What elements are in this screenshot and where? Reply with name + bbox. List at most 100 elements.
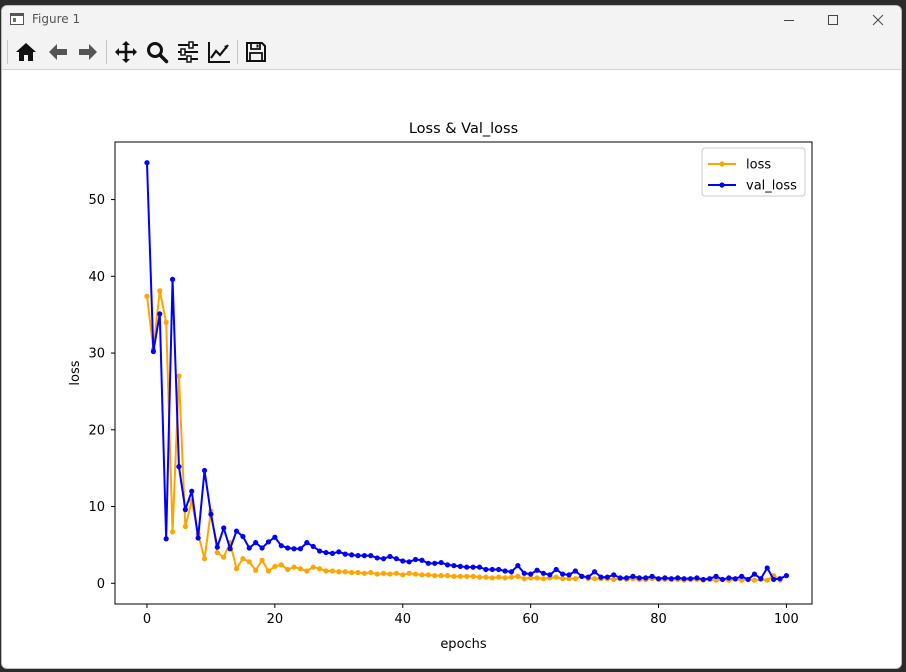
configure-subplots-button[interactable] (174, 38, 202, 66)
data-point (464, 573, 470, 579)
data-point (432, 560, 438, 566)
data-point (259, 557, 265, 563)
zoom-icon (147, 42, 169, 64)
data-point (668, 576, 674, 582)
data-point (745, 576, 751, 583)
save-button[interactable] (242, 38, 270, 66)
data-point (201, 467, 208, 474)
data-point (176, 464, 182, 470)
data-point (323, 549, 329, 556)
data-point (349, 552, 355, 558)
data-point (751, 577, 758, 583)
data-point (285, 545, 291, 551)
data-point (521, 570, 527, 576)
data-point (323, 568, 329, 574)
data-point (400, 572, 406, 578)
close-button[interactable] (855, 6, 901, 34)
data-point (591, 576, 598, 582)
forward-button[interactable] (74, 38, 102, 66)
data-point (425, 560, 431, 566)
data-point (643, 575, 649, 581)
data-point (157, 311, 163, 317)
title-bar[interactable]: Figure 1 (2, 6, 901, 34)
data-point (272, 534, 278, 540)
data-point (163, 536, 169, 542)
legend-marker (719, 161, 725, 167)
data-point (201, 556, 208, 562)
data-point (259, 545, 265, 551)
data-point (227, 546, 233, 552)
app-icon (10, 13, 24, 25)
data-point (771, 576, 777, 583)
data-point (412, 556, 419, 563)
data-point (636, 575, 642, 581)
data-point (470, 573, 476, 579)
y-tick-label: 10 (88, 500, 105, 515)
data-point (758, 576, 764, 582)
zoom-button[interactable] (143, 38, 171, 66)
minimize-button[interactable] (766, 6, 812, 34)
data-point (291, 564, 297, 570)
save-icon (246, 42, 266, 62)
data-point (304, 540, 310, 546)
y-tick-label: 0 (97, 577, 105, 592)
data-point (623, 575, 630, 581)
data-point (233, 528, 240, 534)
data-point (387, 571, 393, 577)
figure-canvas[interactable]: 0 20 40 60 80 100 0 10 20 30 40 50 Loss & Val_loss … (2, 70, 902, 669)
data-point (483, 574, 489, 580)
data-point (585, 574, 591, 580)
data-point (732, 576, 738, 582)
data-point (566, 572, 572, 578)
data-point (707, 576, 713, 582)
data-point (310, 543, 316, 550)
data-point (700, 576, 706, 583)
back-button[interactable] (44, 38, 72, 66)
navigation-toolbar (2, 34, 901, 70)
data-point (534, 567, 540, 573)
data-point (169, 276, 176, 282)
data-point (496, 574, 502, 580)
x-tick-label: 0 (143, 612, 151, 627)
x-tick-label: 100 (774, 612, 799, 627)
data-point (393, 556, 399, 562)
data-point (496, 566, 502, 573)
data-point (406, 570, 412, 576)
data-point (144, 160, 150, 166)
toolbar-separator (106, 40, 107, 64)
data-point (304, 568, 310, 574)
data-point (457, 573, 463, 579)
data-point (483, 566, 489, 573)
home-button[interactable] (12, 38, 40, 66)
data-point (368, 553, 374, 559)
forward-arrow-icon (79, 44, 97, 60)
data-point (515, 563, 521, 569)
toolbar-grip (7, 40, 8, 64)
data-point (310, 564, 316, 570)
data-point (285, 566, 291, 573)
data-point (253, 567, 259, 573)
data-point (342, 569, 348, 575)
y-tick-label: 20 (88, 423, 105, 438)
data-point (208, 511, 214, 517)
data-point (572, 576, 579, 582)
data-point (297, 546, 304, 552)
x-tick-label: 60 (522, 612, 539, 627)
data-point (374, 571, 380, 577)
data-point (783, 573, 790, 579)
data-point (521, 576, 527, 582)
data-point (195, 535, 201, 541)
maximize-button[interactable] (810, 6, 856, 34)
data-point (278, 543, 284, 549)
pan-button[interactable] (112, 38, 140, 66)
data-point (361, 570, 367, 576)
data-point (528, 571, 534, 577)
edit-axis-button[interactable] (205, 38, 233, 66)
data-point (508, 569, 515, 575)
data-point (349, 569, 355, 576)
legend: loss val_loss (701, 147, 806, 197)
edit-axis-icon (208, 42, 230, 63)
data-point (361, 553, 367, 559)
data-point (246, 545, 252, 551)
